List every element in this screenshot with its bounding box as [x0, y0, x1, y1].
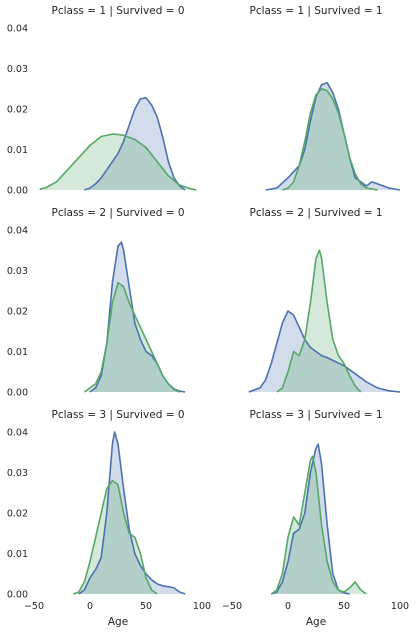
x-tick-label: −50	[222, 601, 242, 612]
facet-title: Pclass = 1 | Survived = 1	[249, 5, 382, 17]
y-tick-label: 0.02	[7, 105, 28, 116]
density-area-blue	[265, 82, 400, 190]
x-axis-label: Age	[108, 616, 128, 628]
density-area-blue	[248, 311, 400, 392]
y-tick-label: 0.04	[7, 226, 28, 237]
facet-panel-6: Pclass = 3 | Survived = 1 −50 0 50 100 Age	[222, 409, 409, 628]
density-area-green	[84, 282, 180, 392]
x-tick-label: 50	[140, 601, 152, 612]
y-tick-label: 0.03	[7, 266, 28, 277]
density-line-blue	[78, 431, 186, 595]
x-tick-label: 50	[338, 601, 350, 612]
y-tick-label: 0.00	[7, 388, 28, 399]
density-area-green	[39, 134, 197, 190]
x-tick-label: 0	[87, 601, 93, 612]
density-area-green	[276, 250, 361, 392]
facet-title: Pclass = 1 | Survived = 0	[51, 5, 184, 17]
x-tick-label: 100	[391, 601, 409, 612]
x-tick-label: 100	[193, 601, 211, 612]
y-tick-label: 0.03	[7, 468, 28, 479]
x-axis-label: Age	[306, 616, 326, 628]
y-tick-label: 0.04	[7, 24, 28, 35]
density-line-green	[282, 88, 378, 191]
y-tick-label: 0.00	[7, 590, 28, 601]
facet-title: Pclass = 3 | Survived = 0	[51, 409, 184, 421]
x-tick-label: 0	[285, 601, 291, 612]
y-tick-label: 0.03	[7, 64, 28, 75]
density-line-green	[270, 455, 367, 595]
facet-title: Pclass = 3 | Survived = 1	[249, 409, 382, 421]
facet-panel-4: Pclass = 2 | Survived = 1	[248, 207, 401, 393]
density-line-green	[276, 249, 362, 393]
y-tick-label: 0.04	[7, 428, 28, 439]
density-line-blue	[248, 310, 401, 393]
facet-title: Pclass = 2 | Survived = 0	[51, 207, 184, 219]
facet-panel-2: Pclass = 1 | Survived = 1	[249, 5, 401, 191]
facet-panel-3: Pclass = 2 | Survived = 0 0.00 0.01 0.02 0.0…	[7, 207, 186, 399]
density-area-blue	[90, 242, 186, 392]
facet-panel-1: Pclass = 1 | Survived = 0 0.00 0.01 0.02 0.0…	[7, 5, 197, 197]
density-area-green	[282, 88, 378, 190]
y-tick-label: 0.02	[7, 307, 28, 318]
density-line-blue	[84, 96, 186, 191]
facet-panel-5: Pclass = 3 | Survived = 0 0.00 0.01 0.02 0.0…	[7, 409, 211, 628]
facet-title: Pclass = 2 | Survived = 1	[249, 207, 382, 219]
y-tick-label: 0.02	[7, 509, 28, 520]
y-tick-label: 0.01	[7, 549, 28, 560]
y-tick-label: 0.01	[7, 347, 28, 358]
density-area-blue	[78, 432, 186, 594]
density-area-green	[271, 456, 367, 594]
y-tick-label: 0.01	[7, 145, 28, 156]
density-line-green	[72, 479, 158, 595]
y-tick-label: 0.00	[7, 186, 28, 197]
density-area-green	[73, 480, 158, 594]
density-area-blue	[271, 444, 350, 594]
x-tick-label: −50	[24, 601, 44, 612]
density-line-green	[39, 133, 197, 191]
density-line-green	[83, 281, 180, 393]
